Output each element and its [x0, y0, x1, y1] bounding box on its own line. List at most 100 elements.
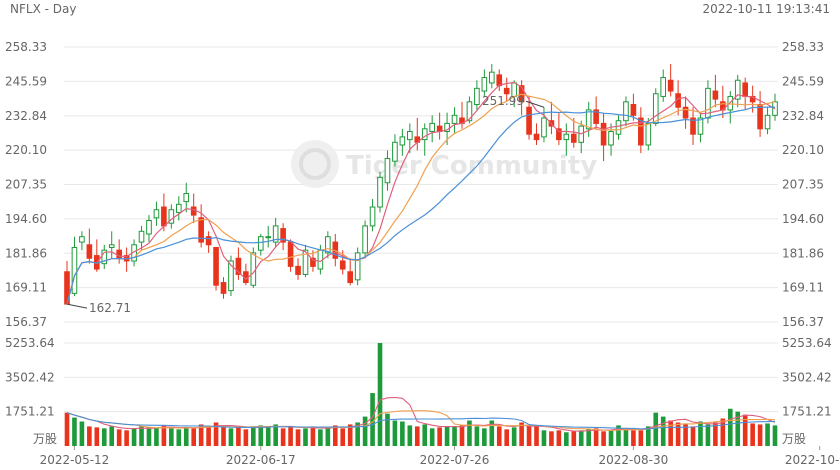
volume-bar	[489, 420, 495, 446]
high-annotation-label: 251.99	[482, 94, 524, 108]
volume-ma-long-line	[66, 412, 776, 430]
candle-body	[175, 203, 182, 213]
price-tick-label: 245.59	[5, 74, 47, 88]
candle-body	[161, 206, 167, 227]
volume-bar	[198, 424, 204, 446]
volume-bar	[556, 430, 562, 446]
price-tick-label: 232.84	[782, 109, 824, 123]
volume-bar	[116, 429, 122, 446]
candle-body	[101, 249, 108, 265]
candle-body	[339, 260, 346, 270]
volume-bar	[727, 408, 733, 446]
volume-bar	[258, 425, 264, 446]
volume-bar	[541, 430, 547, 446]
candle-body	[347, 271, 354, 284]
volume-bar	[593, 428, 599, 446]
volume-bar	[653, 412, 659, 446]
volume-bar	[265, 427, 271, 446]
volume-unit-label: 万股	[782, 432, 806, 446]
volume-bar	[578, 430, 584, 446]
volume-bar	[519, 422, 524, 446]
price-tick-label: 194.60	[782, 212, 824, 226]
volume-bar	[362, 416, 368, 446]
candle-body	[533, 133, 540, 141]
volume-bar	[683, 424, 688, 446]
volume-bar	[377, 343, 383, 446]
volume-bar	[757, 424, 763, 446]
volume-bar	[340, 428, 346, 446]
candle-body	[563, 133, 570, 141]
volume-bar	[459, 425, 465, 446]
price-tick-label: 258.33	[5, 40, 47, 54]
candle-body	[392, 141, 398, 162]
candle-body	[250, 252, 257, 286]
price-axis-right: 258.33 245.59 232.84 220.10 207.35 194.60 181.…	[782, 40, 824, 329]
candle-body	[593, 109, 599, 124]
volume-bar	[437, 427, 442, 446]
volume-bar	[64, 412, 70, 446]
volume-bar	[280, 428, 286, 446]
candle-body	[757, 104, 763, 130]
volume-bar	[370, 393, 375, 446]
volume-tick-label: 5253.64	[5, 336, 55, 350]
candle-body	[86, 244, 93, 259]
price-tick-label: 220.10	[782, 143, 824, 157]
candle-body	[645, 122, 652, 146]
volume-bar	[169, 428, 174, 446]
candle-body	[302, 249, 309, 275]
high-annotation-leader	[525, 100, 545, 108]
candle-body	[474, 87, 480, 106]
low-annotation-label: 162.71	[89, 301, 131, 315]
price-tick-label: 207.35	[782, 178, 824, 192]
volume-bar	[586, 429, 591, 446]
volume-bar	[668, 420, 673, 446]
volume-bar	[623, 429, 629, 446]
volume-bar	[228, 428, 234, 446]
candle-body	[705, 87, 711, 119]
candle-body	[600, 122, 607, 146]
volume-bar	[571, 431, 577, 446]
candle-body	[287, 241, 294, 267]
candle-body	[496, 74, 503, 87]
price-tick-label: 258.33	[782, 40, 824, 54]
volume-bar	[131, 428, 137, 446]
volume-bar	[213, 422, 219, 446]
candle-body	[272, 225, 279, 243]
candle-body	[280, 228, 286, 243]
volume-bar	[87, 426, 92, 446]
volume-bar	[139, 426, 144, 446]
volume-bar	[496, 426, 502, 446]
candle-body	[652, 93, 659, 124]
volume-bar	[750, 423, 755, 446]
volume-axis-left: 5253.64 3502.42 1751.21 万股	[5, 336, 57, 446]
volume-bar	[645, 426, 651, 446]
candle-body	[198, 217, 204, 243]
volume-bar	[109, 426, 115, 446]
symbol-period-label: NFLX - Day	[10, 2, 77, 16]
volume-bar	[72, 417, 77, 446]
volume-bar	[660, 416, 666, 446]
candle-body	[235, 257, 242, 275]
price-tick-label: 245.59	[782, 74, 824, 88]
candle-body	[146, 220, 152, 235]
candle-body	[630, 104, 637, 116]
volume-bar	[452, 426, 457, 446]
candle-body	[183, 193, 190, 203]
candles	[64, 64, 778, 305]
volume-bar	[325, 427, 331, 446]
candle-body	[481, 77, 488, 92]
date-tick-label: 2022-07-26	[420, 453, 490, 467]
candle-body	[660, 77, 667, 97]
watermark: Tiger Community	[291, 140, 597, 188]
volume-bar	[482, 428, 487, 446]
low-annotation-leader	[66, 303, 88, 309]
candle-body	[407, 131, 413, 141]
volume-bar	[94, 427, 100, 446]
volume-bar	[206, 426, 211, 446]
volume-ma-mid-line	[66, 410, 776, 432]
candle-body	[213, 246, 219, 286]
volume-axis-right: 5253.64 3502.42 1751.21 万股	[782, 336, 832, 446]
price-tick-label: 156.37	[782, 315, 824, 329]
volume-bar	[221, 426, 226, 446]
volume-tick-label: 1751.21	[5, 405, 55, 419]
